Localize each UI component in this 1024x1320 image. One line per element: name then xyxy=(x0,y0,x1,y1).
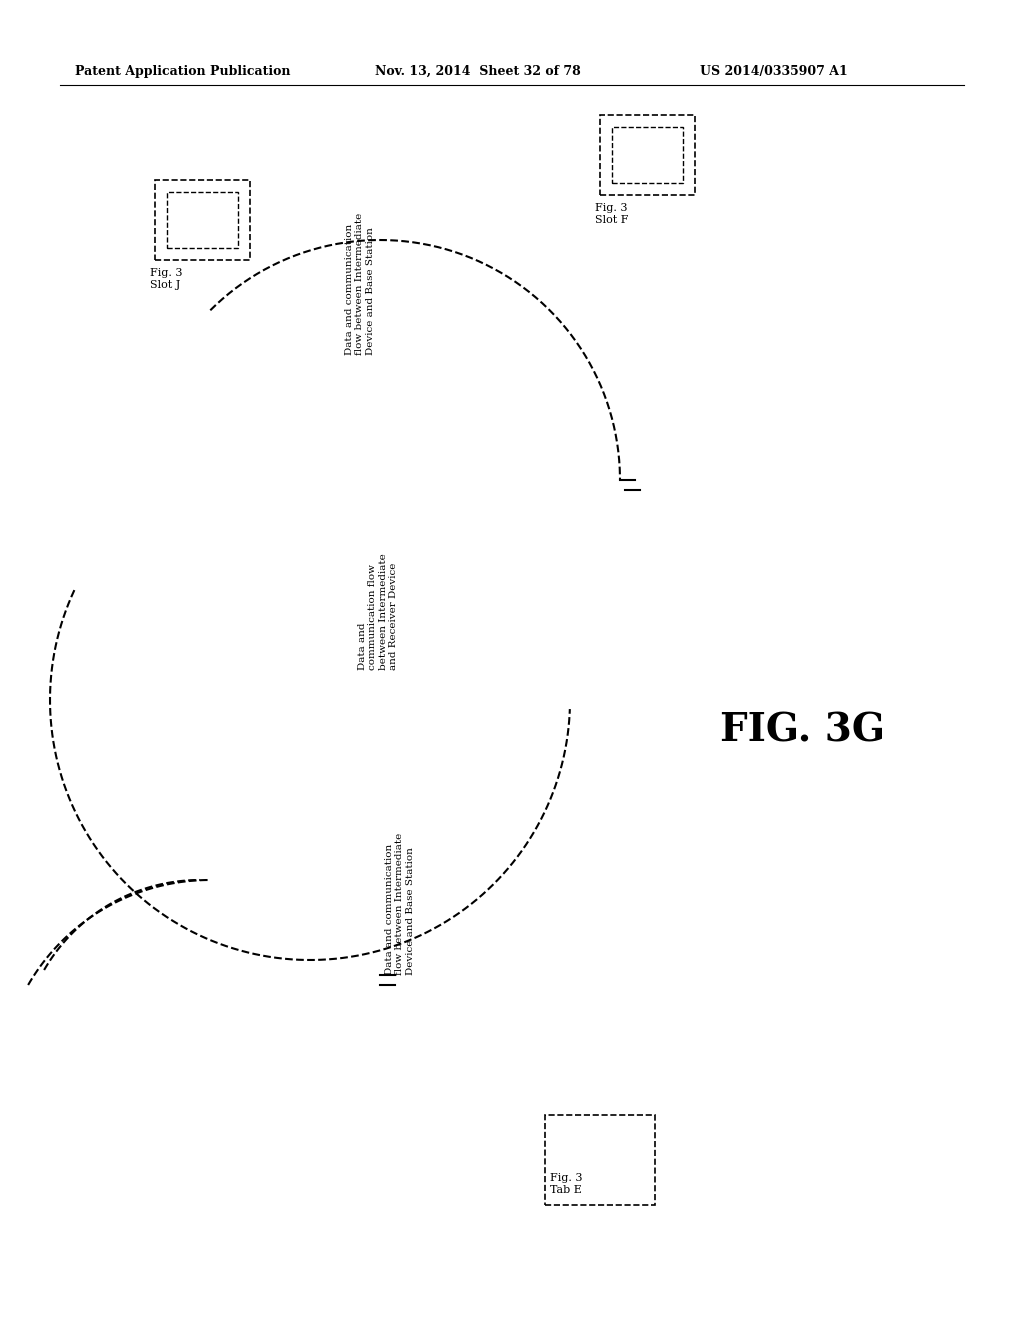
Text: Patent Application Publication: Patent Application Publication xyxy=(75,65,291,78)
Text: Fig. 3
Slot F: Fig. 3 Slot F xyxy=(595,203,629,224)
Bar xyxy=(167,191,238,248)
Text: Nov. 13, 2014  Sheet 32 of 78: Nov. 13, 2014 Sheet 32 of 78 xyxy=(375,65,581,78)
Bar xyxy=(545,1115,655,1205)
Text: Data and communication
flow between Intermediate
Device and Base Station: Data and communication flow between Inte… xyxy=(345,213,375,355)
Text: Fig. 3
Tab E: Fig. 3 Tab E xyxy=(550,1173,583,1195)
Bar xyxy=(155,180,250,260)
Text: US 2014/0335907 A1: US 2014/0335907 A1 xyxy=(700,65,848,78)
Text: FIG. 3G: FIG. 3G xyxy=(720,711,885,748)
Text: Data and
communication flow
between Intermediate
and Receiver Device: Data and communication flow between Inte… xyxy=(358,553,398,671)
Bar xyxy=(600,115,695,195)
Text: Fig. 3
Slot J: Fig. 3 Slot J xyxy=(150,268,182,289)
Text: Data and communication
flow between Intermediate
Device and Base Station: Data and communication flow between Inte… xyxy=(385,833,415,975)
Bar xyxy=(612,127,683,183)
